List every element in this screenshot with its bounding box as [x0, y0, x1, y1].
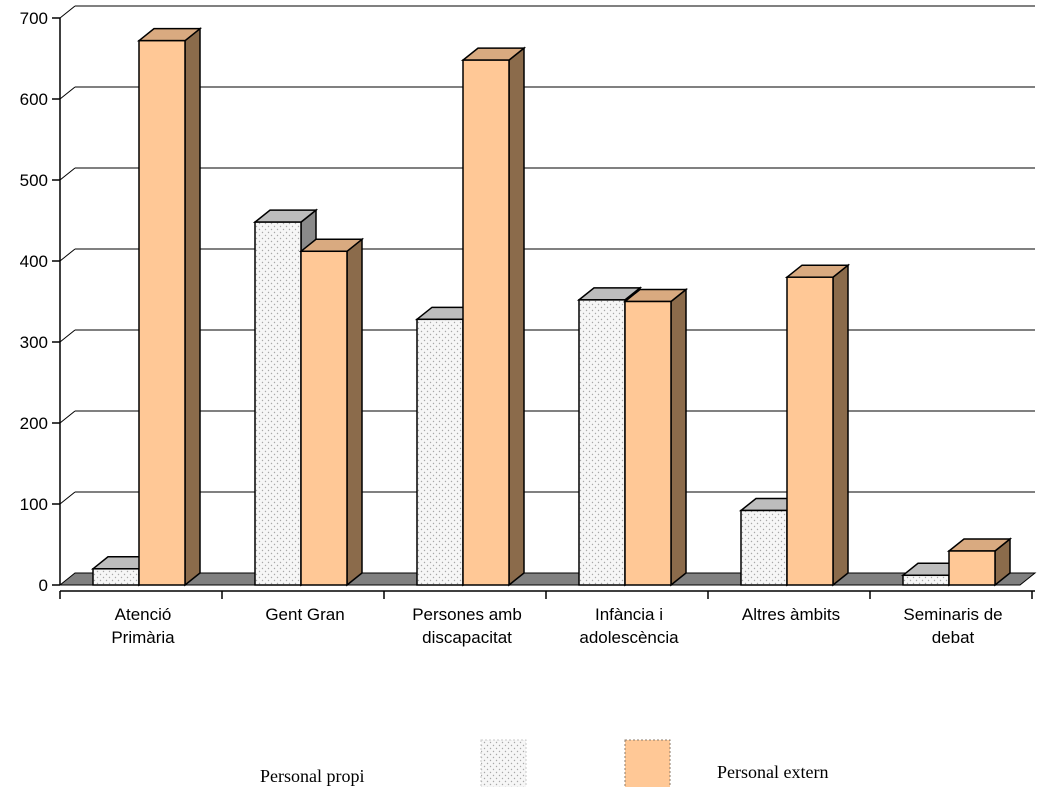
gridline-diagonal	[59, 5, 76, 19]
y-tick-label: 500	[20, 171, 48, 190]
legend-swatch	[480, 739, 527, 787]
gridline-diagonal	[59, 329, 76, 343]
bar-front	[624, 300, 672, 586]
chart-floor	[58, 572, 1037, 586]
y-tick-label: 0	[39, 576, 48, 595]
bar-side	[508, 46, 525, 587]
y-tick-label: 400	[20, 252, 48, 271]
bar-personal-extern	[136, 27, 203, 587]
bar-front	[462, 59, 510, 586]
gridline-diagonal	[59, 410, 76, 424]
bar-side	[832, 263, 849, 587]
floor-plane	[58, 572, 1037, 586]
bar-personal-extern	[460, 46, 527, 587]
bar-side	[346, 237, 363, 587]
gridline-diagonal	[59, 86, 76, 100]
x-category-label: Seminaris de debat	[903, 605, 1002, 647]
gridline-diagonal	[59, 167, 76, 181]
bar-front	[138, 39, 186, 586]
bar-front	[92, 568, 140, 586]
gridline-diagonal	[59, 248, 76, 262]
bar-personal-extern	[298, 237, 365, 587]
x-category-label: Gent Gran	[265, 605, 344, 624]
x-category-label: Atenció Primària	[111, 605, 175, 647]
x-category-label: Infància i adolescència	[579, 605, 679, 647]
bar-front	[948, 550, 996, 586]
bar-front	[300, 250, 348, 586]
bar-personal-extern	[784, 263, 851, 587]
bar-front	[578, 299, 626, 586]
bar-front	[416, 318, 464, 586]
gridline-diagonal	[59, 491, 76, 505]
y-tick-label: 200	[20, 414, 48, 433]
bar-side	[184, 27, 201, 587]
legend-item-personal-propi: Personal propi	[260, 739, 527, 787]
bar-front	[740, 509, 788, 586]
bar-front	[254, 221, 302, 586]
bar-personal-extern	[946, 537, 1013, 587]
legend-label: Personal propi	[260, 766, 364, 786]
legend-label: Personal extern	[717, 762, 828, 782]
bars	[90, 27, 1013, 587]
bar-personal-extern	[622, 287, 689, 587]
legend: Personal propi Personal extern	[260, 739, 828, 787]
axes: 0 100 200 300 400 500 600 700 Atenció Primària Gen…	[20, 9, 1035, 647]
y-tick-label: 300	[20, 333, 48, 352]
bar-side	[670, 287, 687, 587]
x-category-label: Persones amb discapacitat	[412, 605, 522, 647]
gridlines	[59, 5, 1035, 505]
y-tick-label: 600	[20, 90, 48, 109]
x-category-label: Altres àmbits	[742, 605, 840, 624]
legend-item-personal-extern: Personal extern	[624, 739, 828, 787]
legend-swatch	[624, 739, 671, 787]
y-tick-label: 100	[20, 495, 48, 514]
y-tick-label: 700	[20, 9, 48, 28]
bar-front	[786, 276, 834, 586]
bar-front	[902, 574, 950, 586]
